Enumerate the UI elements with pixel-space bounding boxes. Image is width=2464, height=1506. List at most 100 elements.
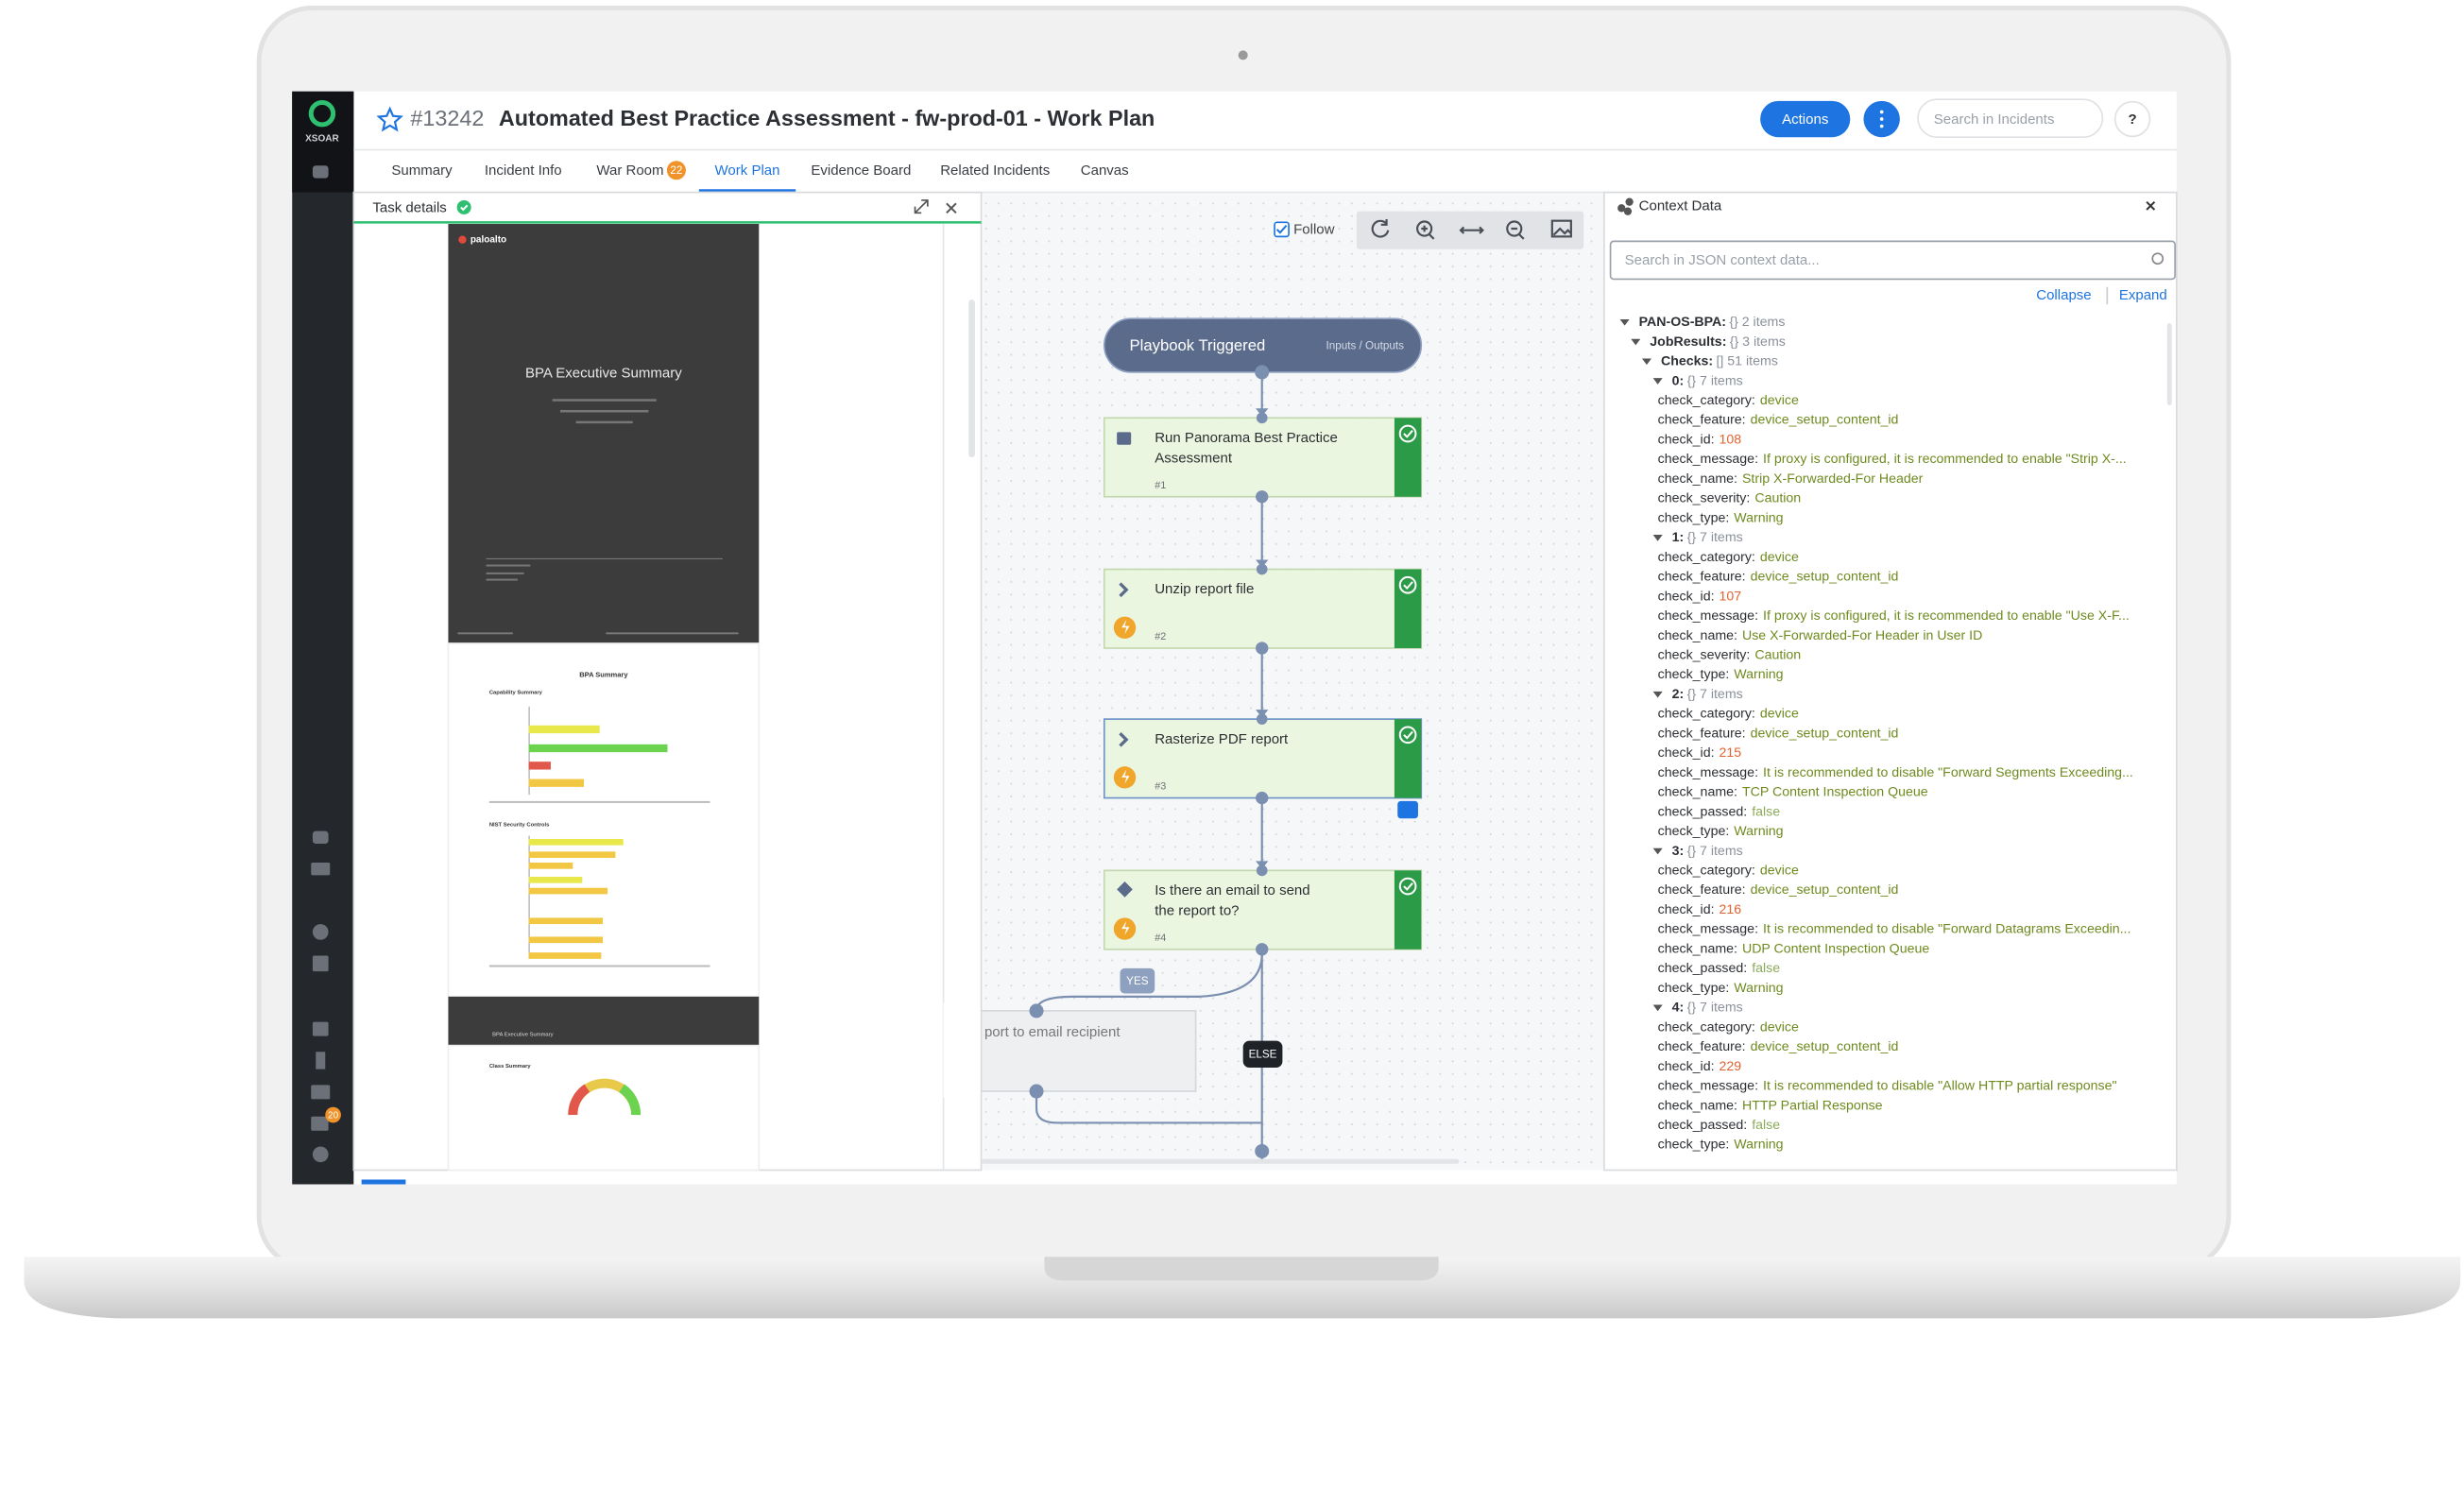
tree-key: check_message: — [1658, 1079, 1758, 1094]
tree-value: device_setup_content_id — [1751, 570, 1899, 585]
task-title: Is there an email to send the report to? — [1155, 882, 1309, 919]
collapse-link[interactable]: Collapse — [2036, 287, 2091, 303]
tree-value: Warning — [1734, 981, 1783, 996]
tree-value: device — [1760, 707, 1799, 722]
tree-key: PAN-OS-BPA: — [1639, 315, 1726, 330]
tab[interactable]: War Room — [596, 163, 663, 179]
port — [1255, 365, 1270, 380]
tree-value: false — [1752, 961, 1780, 976]
tree-key: check_message: — [1658, 765, 1758, 780]
tree-value: Strip X-Forwarded-For Header — [1742, 471, 1924, 487]
actions-button[interactable] — [1760, 100, 1851, 138]
tree-key: 1: — [1672, 530, 1685, 545]
tab[interactable]: Related Incidents — [940, 163, 1050, 179]
incident-id: #13242 — [410, 106, 484, 130]
doc-section-2: NIST Security Controls — [489, 822, 549, 828]
expand-arrow[interactable] — [1652, 1004, 1663, 1012]
expand-icon[interactable] — [914, 199, 929, 214]
tab[interactable]: Work Plan — [715, 163, 780, 179]
search-box[interactable] — [1917, 98, 2104, 139]
doc-page — [447, 642, 761, 998]
tree-key: check_passed: — [1658, 1118, 1748, 1133]
expand-arrow[interactable] — [1652, 691, 1663, 698]
expand-arrow[interactable] — [1652, 378, 1663, 385]
tree-key: check_name: — [1658, 1098, 1737, 1113]
canvas-clip — [943, 1002, 982, 1098]
close-task-details[interactable] — [946, 202, 957, 214]
port — [1029, 1003, 1044, 1018]
tree-key: check_id: — [1658, 1059, 1715, 1074]
tree-value: Warning — [1734, 510, 1783, 525]
toolbar-icons[interactable] — [1371, 219, 1572, 240]
task-node[interactable] — [1103, 869, 1423, 950]
context-search[interactable] — [1609, 240, 2176, 281]
tab-badge: 22 — [670, 164, 682, 177]
tab[interactable]: Evidence Board — [811, 163, 911, 179]
automation-bolt — [1121, 769, 1130, 784]
search-placeholder: Search in Incidents — [1934, 111, 2055, 128]
tree-key: check_type: — [1658, 981, 1730, 996]
sidebar-badge-bg — [325, 1106, 341, 1123]
else-label-bg — [1242, 1040, 1283, 1068]
tree-key: check_category: — [1658, 864, 1755, 879]
tab[interactable]: Summary — [391, 163, 453, 179]
context-search-placeholder: Search in JSON context data... — [1625, 252, 1820, 268]
doc-gauge-red — [568, 1084, 590, 1116]
tree-value: If proxy is configured, it is recommende… — [1763, 608, 2130, 624]
tree-value: It is recommended to disable "Forward Se… — [1763, 765, 2133, 780]
laptop-notch — [1044, 1257, 1439, 1281]
port — [1255, 1143, 1270, 1158]
tree-key: 0: — [1672, 373, 1685, 388]
flow: Playbook Triggered Inputs / Outputs Run Pa… — [943, 317, 1423, 1161]
task-status — [1398, 877, 1417, 896]
task-status-check — [1403, 581, 1413, 590]
task-node[interactable] — [1103, 568, 1423, 649]
laptop-base — [24, 1257, 2461, 1319]
tree-key: check_type: — [1658, 1138, 1730, 1153]
task-status-check — [460, 204, 469, 212]
bottom-indicator — [361, 1179, 406, 1185]
tab[interactable]: Incident Info — [485, 163, 562, 179]
tree-value: device_setup_content_id — [1751, 413, 1899, 428]
add-button[interactable] — [1397, 800, 1418, 819]
favorite-star[interactable] — [376, 106, 403, 132]
expand-arrow[interactable] — [1619, 318, 1630, 326]
trigger-link[interactable]: Inputs / Outputs — [1326, 339, 1405, 351]
expand-link[interactable]: Expand — [2119, 287, 2167, 303]
tab[interactable]: Canvas — [1081, 163, 1129, 179]
tree-key: check_type: — [1658, 510, 1730, 525]
branch-node[interactable] — [946, 1010, 1197, 1092]
task-number: #4 — [1155, 933, 1166, 944]
task-icon — [1117, 432, 1132, 445]
expand-arrow[interactable] — [1652, 847, 1663, 855]
tree-key: 4: — [1672, 1001, 1685, 1016]
tree-value: device — [1760, 1019, 1799, 1035]
task-node[interactable] — [1103, 417, 1423, 498]
tree-key: check_category: — [1658, 550, 1755, 565]
tree-key: check_passed: — [1658, 804, 1748, 819]
help-button[interactable] — [2113, 100, 2151, 138]
tree-key: check_feature: — [1658, 570, 1746, 585]
tree-summary: {} 7 items — [1687, 687, 1743, 702]
task-details-title: Task details — [372, 199, 446, 215]
tree-key: check_passed: — [1658, 961, 1748, 976]
expand-arrow[interactable] — [1631, 338, 1641, 346]
arrow — [1256, 710, 1269, 718]
task-status — [1398, 424, 1417, 443]
tree-key: check_message: — [1658, 922, 1758, 937]
tree-value: TCP Content Inspection Queue — [1742, 785, 1928, 800]
tree-key: check_category: — [1658, 1019, 1755, 1035]
expand-arrow[interactable] — [1641, 358, 1651, 366]
tree-key: check_feature: — [1658, 882, 1746, 898]
tree-summary: [] 51 items — [1716, 354, 1777, 369]
tree-key: check_message: — [1658, 452, 1758, 467]
close-context-data[interactable] — [2146, 200, 2156, 211]
tree-key: 2: — [1672, 687, 1685, 702]
tree-key: check_feature: — [1658, 726, 1746, 741]
task-status-check — [1403, 882, 1413, 891]
expand-arrow[interactable] — [1652, 535, 1663, 541]
tree-key: check_type: — [1658, 667, 1730, 682]
tree-key: check_severity: — [1658, 491, 1751, 506]
task-status-strip — [1394, 719, 1422, 798]
